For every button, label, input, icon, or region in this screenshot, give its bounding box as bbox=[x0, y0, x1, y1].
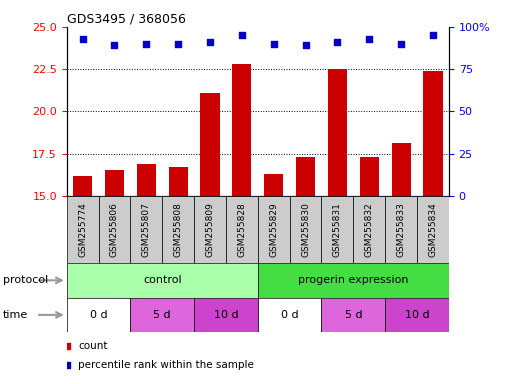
Bar bbox=[201, 93, 220, 196]
Bar bbox=[258, 263, 449, 298]
Bar bbox=[194, 298, 258, 332]
Bar bbox=[169, 167, 188, 196]
Bar bbox=[290, 196, 322, 263]
Text: GSM255830: GSM255830 bbox=[301, 202, 310, 257]
Point bbox=[270, 41, 278, 47]
Text: GSM255806: GSM255806 bbox=[110, 202, 119, 257]
Bar bbox=[353, 196, 385, 263]
Point bbox=[397, 41, 405, 47]
Point bbox=[238, 32, 246, 38]
Bar bbox=[130, 196, 162, 263]
Bar bbox=[385, 298, 449, 332]
Text: GDS3495 / 368056: GDS3495 / 368056 bbox=[67, 13, 186, 26]
Bar bbox=[105, 170, 124, 196]
Text: progerin expression: progerin expression bbox=[298, 275, 408, 285]
Bar bbox=[322, 196, 353, 263]
Point bbox=[333, 39, 342, 45]
Text: count: count bbox=[78, 341, 108, 351]
Text: control: control bbox=[143, 275, 182, 285]
Point bbox=[63, 362, 71, 368]
Text: GSM255829: GSM255829 bbox=[269, 202, 278, 257]
Text: GSM255807: GSM255807 bbox=[142, 202, 151, 257]
Bar bbox=[232, 64, 251, 196]
Point bbox=[110, 42, 119, 48]
Point bbox=[78, 36, 87, 42]
Bar bbox=[417, 196, 449, 263]
Bar bbox=[67, 263, 258, 298]
Bar bbox=[258, 196, 290, 263]
Text: GSM255809: GSM255809 bbox=[206, 202, 214, 257]
Point bbox=[429, 32, 437, 38]
Text: GSM255808: GSM255808 bbox=[174, 202, 183, 257]
Bar bbox=[258, 298, 322, 332]
Text: GSM255833: GSM255833 bbox=[397, 202, 406, 257]
Bar bbox=[423, 71, 443, 196]
Text: 5 d: 5 d bbox=[345, 310, 362, 320]
Text: percentile rank within the sample: percentile rank within the sample bbox=[78, 360, 254, 370]
Bar bbox=[391, 144, 410, 196]
Bar bbox=[162, 196, 194, 263]
Text: 0 d: 0 d bbox=[281, 310, 299, 320]
Text: 10 d: 10 d bbox=[213, 310, 238, 320]
Text: 5 d: 5 d bbox=[153, 310, 171, 320]
Text: GSM255834: GSM255834 bbox=[428, 202, 438, 257]
Bar bbox=[322, 298, 385, 332]
Bar bbox=[67, 196, 98, 263]
Text: 10 d: 10 d bbox=[405, 310, 429, 320]
Point bbox=[142, 41, 150, 47]
Point bbox=[174, 41, 182, 47]
Text: GSM255832: GSM255832 bbox=[365, 202, 374, 257]
Text: GSM255774: GSM255774 bbox=[78, 202, 87, 257]
Text: time: time bbox=[3, 310, 28, 320]
Bar bbox=[194, 196, 226, 263]
Point bbox=[63, 343, 71, 349]
Point bbox=[206, 39, 214, 45]
Bar bbox=[137, 164, 156, 196]
Point bbox=[302, 42, 310, 48]
Bar bbox=[226, 196, 258, 263]
Bar bbox=[385, 196, 417, 263]
Bar bbox=[67, 298, 130, 332]
Point bbox=[365, 36, 373, 42]
Text: 0 d: 0 d bbox=[90, 310, 107, 320]
Text: protocol: protocol bbox=[3, 275, 48, 285]
Bar bbox=[328, 69, 347, 196]
Text: GSM255828: GSM255828 bbox=[238, 202, 246, 257]
Bar bbox=[130, 298, 194, 332]
Bar bbox=[73, 175, 92, 196]
Bar bbox=[296, 157, 315, 196]
Bar bbox=[264, 174, 283, 196]
Text: GSM255831: GSM255831 bbox=[333, 202, 342, 257]
Bar bbox=[98, 196, 130, 263]
Bar bbox=[360, 157, 379, 196]
